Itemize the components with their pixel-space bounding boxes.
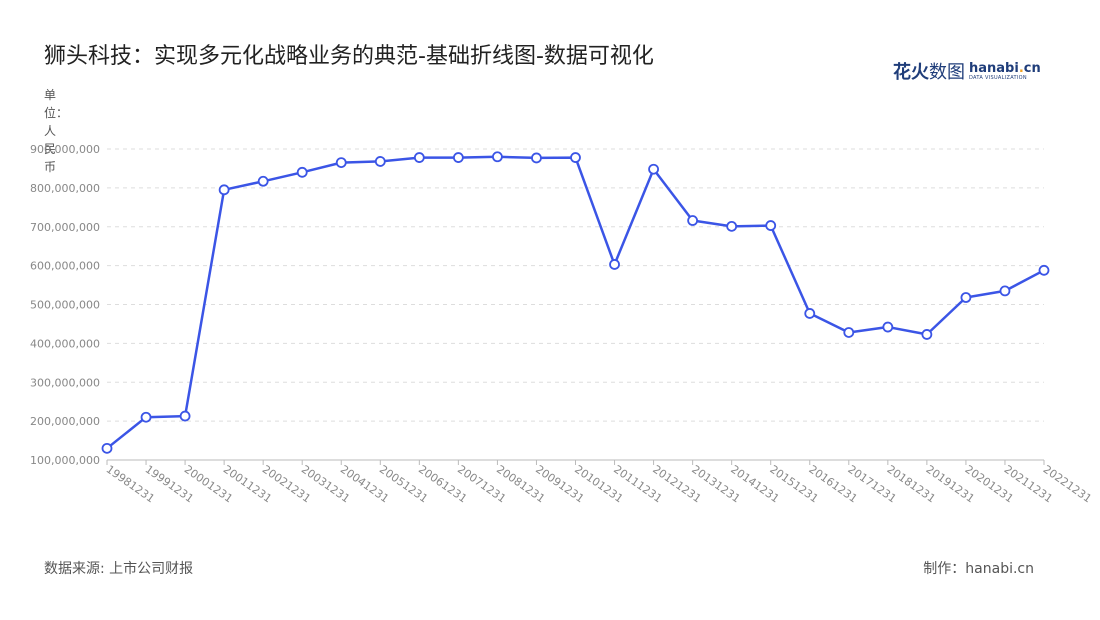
data-point — [257, 175, 269, 187]
data-point — [179, 410, 191, 422]
data-point — [140, 411, 152, 423]
y-tick-label: 800,000,000 — [30, 182, 100, 195]
data-point — [335, 157, 347, 169]
y-tick-label: 900,000,000 — [30, 143, 100, 156]
logo-en-sub: DATA VISUALIZATION — [969, 74, 1027, 81]
data-point — [999, 285, 1011, 297]
series-line — [106, 155, 1045, 450]
data-point — [765, 220, 777, 231]
data-point — [570, 152, 581, 163]
data-point — [413, 152, 425, 163]
data-point — [648, 163, 659, 175]
logo-cn-accent: 数图 — [929, 62, 965, 83]
data-point — [726, 220, 738, 232]
y-tick-label: 600,000,000 — [30, 260, 100, 273]
y-tick-label: 400,000,000 — [30, 337, 100, 350]
logo-cn-main: 花火 — [893, 62, 929, 83]
y-tick-label: 700,000,000 — [30, 221, 100, 234]
data-point — [452, 152, 464, 163]
data-point — [882, 321, 894, 333]
logo-cn-text: 花火数图 — [893, 58, 965, 84]
brand-logo: 花火数图 hanabi.cn DATA VISUALIZATION — [893, 58, 1041, 84]
logo-en-main: hanabi.cn — [969, 60, 1041, 76]
data-point — [101, 442, 113, 454]
chart-title: 狮头科技：实现多元化战略业务的典范-基础折线图-数据可视化 — [44, 44, 654, 69]
logo-en-text: hanabi.cn DATA VISUALIZATION — [969, 62, 1041, 81]
data-point — [687, 215, 699, 226]
data-source: 数据来源: 上市公司财报 — [44, 561, 194, 577]
data-point — [296, 166, 308, 178]
data-point — [921, 329, 933, 340]
data-point — [960, 292, 972, 303]
data-point — [531, 152, 542, 164]
data-point — [609, 259, 620, 270]
data-point — [374, 156, 386, 167]
data-point — [843, 327, 855, 338]
y-tick-label: 500,000,000 — [30, 299, 100, 312]
data-point — [1038, 264, 1050, 276]
y-tick-label: 100,000,000 — [30, 454, 100, 467]
maker-credit: 制作：hanabi.cn — [923, 561, 1034, 577]
y-tick-label: 200,000,000 — [30, 415, 100, 428]
data-point — [804, 308, 816, 319]
y-tick-label: 300,000,000 — [30, 376, 100, 389]
data-point — [218, 184, 230, 196]
data-point — [492, 151, 503, 163]
